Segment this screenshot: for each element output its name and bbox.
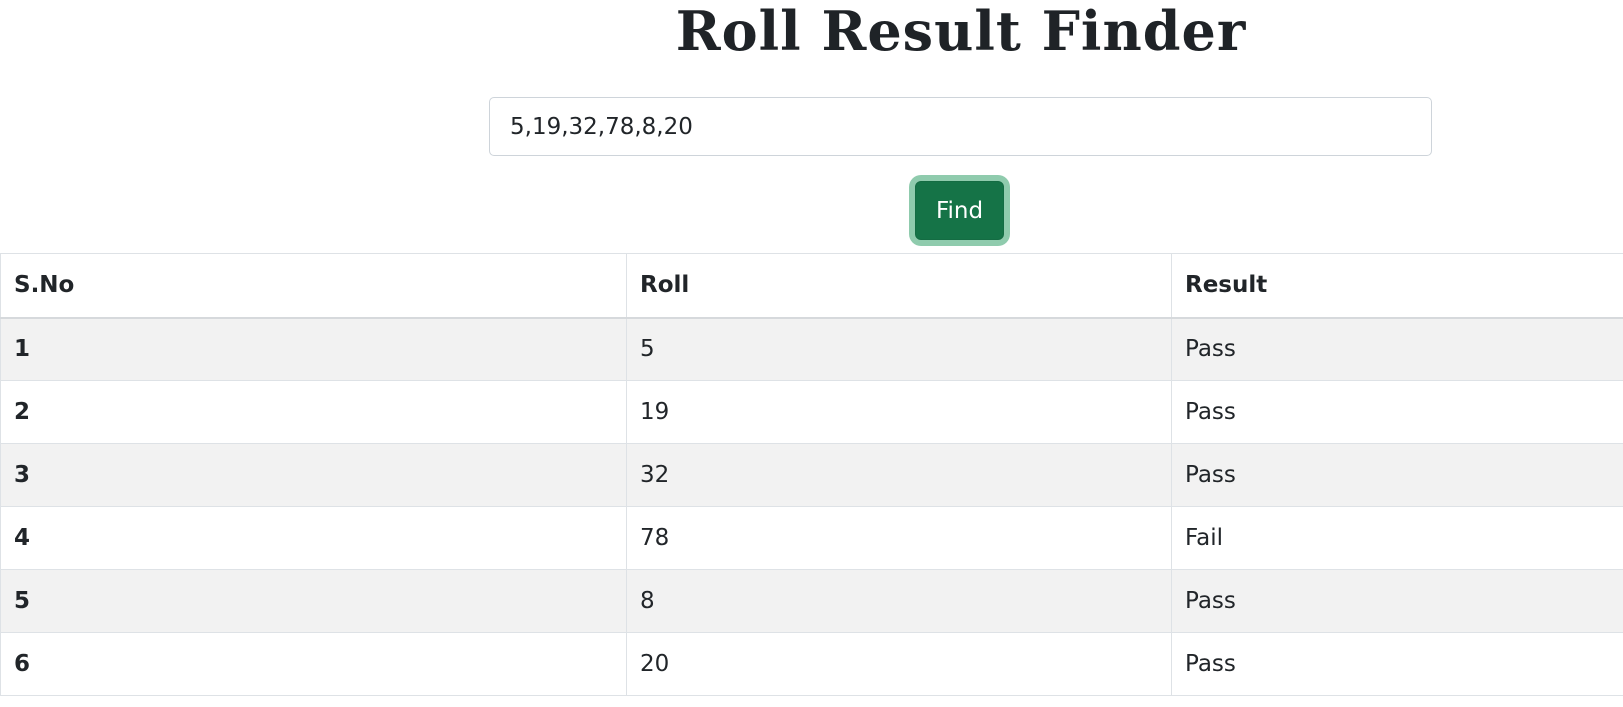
table-row: 1 5 Pass [0, 317, 1623, 381]
cell-result: Pass [1171, 632, 1623, 696]
table-row: 5 8 Pass [0, 569, 1623, 633]
results-table: S.No Roll Result 1 5 Pass 2 19 Pass 3 32… [0, 253, 1623, 696]
cell-roll: 78 [626, 506, 1172, 570]
cell-sno: 1 [0, 317, 627, 381]
cell-roll: 5 [626, 317, 1172, 381]
cell-result: Pass [1171, 380, 1623, 444]
table-row: 2 19 Pass [0, 380, 1623, 444]
cell-roll: 32 [626, 443, 1172, 507]
cell-sno: 4 [0, 506, 627, 570]
cell-sno: 6 [0, 632, 627, 696]
column-header-roll: Roll [626, 253, 1172, 319]
table-row: 4 78 Fail [0, 506, 1623, 570]
cell-roll: 20 [626, 632, 1172, 696]
page-title: Roll Result Finder [675, 0, 1247, 63]
cell-result: Pass [1171, 443, 1623, 507]
cell-roll: 19 [626, 380, 1172, 444]
table-row: 6 20 Pass [0, 632, 1623, 696]
search-container [489, 97, 1432, 156]
cell-result: Pass [1171, 317, 1623, 381]
column-header-result: Result [1171, 253, 1623, 319]
cell-sno: 2 [0, 380, 627, 444]
find-button[interactable]: Find [915, 181, 1004, 240]
cell-sno: 3 [0, 443, 627, 507]
column-header-sno: S.No [0, 253, 627, 319]
table-row: 3 32 Pass [0, 443, 1623, 507]
cell-result: Fail [1171, 506, 1623, 570]
cell-result: Pass [1171, 569, 1623, 633]
roll-numbers-input[interactable] [489, 97, 1432, 156]
table-header-row: S.No Roll Result [0, 253, 1623, 319]
cell-roll: 8 [626, 569, 1172, 633]
cell-sno: 5 [0, 569, 627, 633]
